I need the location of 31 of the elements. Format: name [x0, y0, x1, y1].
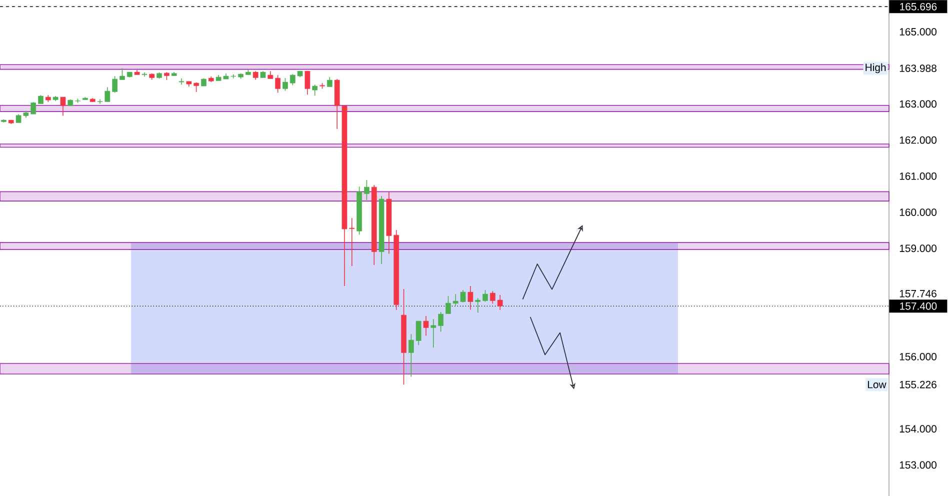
- candlestick: [327, 76, 332, 88]
- candlestick: [364, 180, 370, 200]
- y-tick-label: 156.000: [900, 352, 936, 360]
- y-tick-label: 153.000: [900, 461, 936, 469]
- candlestick: [430, 318, 436, 348]
- y-tick-label: 165.000: [900, 28, 936, 36]
- candlestick: [482, 290, 488, 302]
- y-tick-label: 162.000: [900, 136, 936, 144]
- y-tick-label: 161.000: [900, 172, 936, 180]
- candlestick: [304, 70, 310, 96]
- candlestick: [468, 286, 474, 310]
- y-tick-label: 157.746: [900, 290, 936, 298]
- candlestick: [282, 78, 288, 92]
- candlestick: [446, 296, 451, 314]
- annotation: Low: [868, 380, 886, 388]
- annotation: High: [866, 63, 886, 74]
- y-tick-label: 159.000: [900, 244, 936, 252]
- candlestick: [438, 312, 444, 332]
- y-tick-label: 163.988: [900, 64, 936, 72]
- candlestick: [120, 68, 125, 80]
- y-tick-label: 163.000: [900, 100, 936, 108]
- candlestick: [312, 84, 318, 96]
- candlestick: [423, 316, 429, 336]
- ref-line-label: 165.696: [900, 2, 937, 10]
- y-tick-label: 160.000: [900, 208, 936, 216]
- candlestick: [178, 78, 184, 86]
- candlestick: [475, 298, 481, 314]
- y-tick-label: 154.000: [900, 425, 936, 433]
- candlestick: [60, 96, 66, 116]
- ref-line-label: 157.400: [900, 302, 937, 310]
- y-tick-label: 155.226: [900, 380, 936, 388]
